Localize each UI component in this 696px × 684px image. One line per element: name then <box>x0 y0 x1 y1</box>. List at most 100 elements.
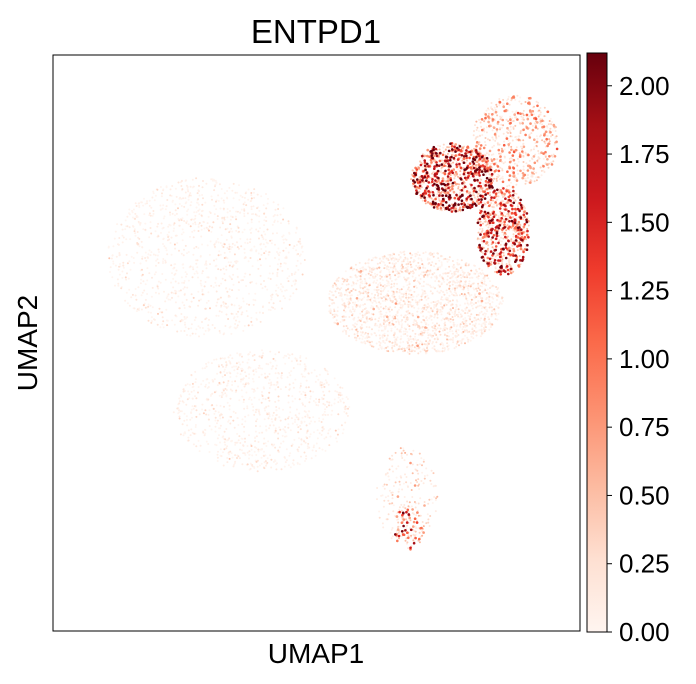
cell-point <box>210 284 213 287</box>
cell-point <box>402 447 405 450</box>
cell-point <box>539 111 542 114</box>
cell-point <box>150 251 153 254</box>
cell-point <box>451 293 454 296</box>
cell-point <box>162 243 164 245</box>
cell-point <box>247 324 250 327</box>
cell-point <box>184 323 186 326</box>
cell-point <box>423 275 426 278</box>
cell-point <box>335 296 338 299</box>
cell-point <box>406 342 409 344</box>
cell-point <box>201 321 203 323</box>
cell-point <box>389 277 392 280</box>
cell-point <box>327 432 330 435</box>
cell-point <box>260 356 263 359</box>
cell-point <box>519 130 522 133</box>
cell-point <box>150 316 153 319</box>
cell-point <box>191 178 194 181</box>
cell-point <box>436 316 439 319</box>
cell-point <box>498 143 501 146</box>
cell-point <box>422 329 425 332</box>
cell-point <box>201 293 204 296</box>
cell-point <box>494 252 497 255</box>
cell-point <box>328 390 331 393</box>
cell-point <box>337 292 340 294</box>
cell-point <box>519 132 522 134</box>
cell-point <box>264 442 267 445</box>
cell-point <box>265 406 268 409</box>
cell-point <box>249 281 252 284</box>
cell-point <box>496 294 498 297</box>
cell-point <box>234 391 237 394</box>
cell-point <box>295 279 297 282</box>
cell-point <box>337 413 340 416</box>
cell-point <box>211 392 214 395</box>
cell-point <box>522 142 525 145</box>
cell-point <box>288 298 291 301</box>
cell-point <box>345 396 348 399</box>
cell-point <box>363 308 366 310</box>
cell-point <box>339 321 342 323</box>
cell-point <box>295 249 298 252</box>
cell-point <box>300 455 302 458</box>
cell-point <box>396 287 399 290</box>
cell-point <box>243 452 246 455</box>
cell-point <box>543 127 545 130</box>
cell-point <box>450 272 453 275</box>
cell-point <box>524 177 527 180</box>
cell-point <box>338 288 341 291</box>
cell-point <box>308 401 311 404</box>
cell-point <box>428 252 431 255</box>
cell-point <box>234 441 237 444</box>
cell-point <box>440 261 443 264</box>
cell-point <box>277 399 280 402</box>
cell-point <box>177 181 180 184</box>
cell-point <box>293 438 296 441</box>
cell-point <box>417 251 419 254</box>
cell-point <box>301 375 304 378</box>
cell-point <box>254 213 257 216</box>
cell-point <box>396 336 399 339</box>
cell-point <box>322 402 325 405</box>
cell-point <box>208 318 210 321</box>
cell-point <box>407 300 410 303</box>
cell-point <box>230 415 232 418</box>
cell-point <box>488 139 491 142</box>
cell-point <box>400 509 403 512</box>
cell-point <box>464 262 467 265</box>
cell-point <box>159 204 162 207</box>
cell-point <box>112 245 115 248</box>
cell-point <box>365 273 367 276</box>
cell-point <box>516 94 519 97</box>
cell-point <box>279 288 282 291</box>
cell-point <box>299 382 302 385</box>
cell-point <box>226 382 229 385</box>
cell-point <box>437 197 440 200</box>
cell-point <box>217 364 220 366</box>
cell-point <box>264 409 266 412</box>
cell-point <box>370 267 373 270</box>
cell-point <box>434 325 437 328</box>
cell-point <box>374 294 377 296</box>
cell-point <box>292 247 295 250</box>
cell-point <box>409 296 412 299</box>
cell-point <box>512 235 515 238</box>
cell-point <box>447 319 450 322</box>
cell-point <box>420 257 423 260</box>
cell-point <box>405 318 408 321</box>
cell-point <box>218 434 220 437</box>
cell-point <box>157 248 160 251</box>
cell-point <box>215 258 218 261</box>
cell-point <box>271 420 274 423</box>
cell-point <box>445 303 448 306</box>
cell-point <box>215 284 218 287</box>
cell-point <box>249 467 252 470</box>
cell-point <box>229 362 232 365</box>
cell-point <box>496 288 499 291</box>
cell-point <box>154 194 157 197</box>
cell-point <box>263 387 265 390</box>
cell-point <box>246 405 249 408</box>
cell-point <box>479 228 481 230</box>
cell-point <box>120 223 123 226</box>
cell-point <box>166 295 169 298</box>
cell-point <box>236 268 239 270</box>
